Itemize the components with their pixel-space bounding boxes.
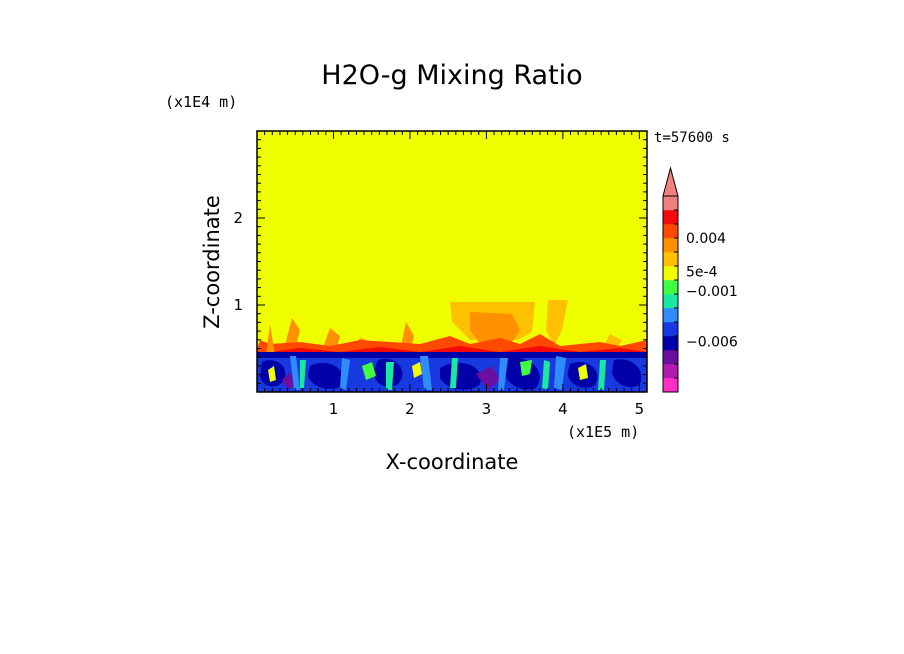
yellow-blob-1 [412,362,422,378]
plume-central-core [470,312,520,344]
purple-pocket-1 [476,366,500,390]
colorbar-label: 0.004 [686,231,726,247]
colorbar-extend-triangle [662,166,679,197]
colorbar-swatch [663,266,678,281]
colorbar-swatch [663,224,678,239]
cyan-streak-4 [498,358,508,390]
y-tick-label: 2 [233,209,243,227]
x-tick-label: 4 [558,400,568,418]
colorbar-swatch [663,294,678,309]
purple-pocket-2 [282,372,296,390]
time-label: t=57600 s [654,130,730,146]
colorbar-label: −0.001 [686,284,738,300]
chart-title: H2O-g Mixing Ratio [321,60,582,91]
colorbar: 0.004 5e-4 −0.001 −0.006 [662,166,738,393]
colorbar-label: −0.006 [686,335,738,351]
cyan-streak-3 [420,356,432,390]
colorbar-swatch [663,196,678,211]
plot-area [257,131,647,392]
colorbar-swatch [663,280,678,295]
green-streak-2 [386,362,394,390]
colorbar-swatch [663,252,678,267]
eddy-7 [612,359,642,388]
plume-left-a [285,318,300,350]
cyan-streak-2 [340,358,350,390]
spike-left [266,324,275,355]
layer-top-edge [257,352,647,358]
eddy-4 [440,362,481,390]
x-tick-label: 5 [635,400,645,418]
y-axis-label: Z-coordinate [200,195,224,329]
green-streak-5 [598,360,606,390]
colorbar-swatch [663,336,678,351]
colorbar-swatch [663,210,678,225]
cyan-streak-1 [290,356,300,390]
y-ticks: 12 [233,209,243,314]
colorbar-swatch [663,308,678,323]
x-axis-label: X-coordinate [386,450,519,474]
eddy-2 [308,362,344,389]
colorbar-swatch [663,322,678,337]
x-tick-label: 1 [329,400,339,418]
lime-blob-1 [362,362,376,380]
yellow-blob-3 [268,366,276,382]
x-tick-label: 3 [482,400,492,418]
colorbar-swatch [663,238,678,253]
green-streak-4 [542,360,550,390]
boundary-layer [257,352,647,392]
x-ticks: 1 2 3 4 5 [329,400,644,418]
colorbar-swatch [663,350,678,365]
plume-right [546,300,568,346]
colorbar-swatch [663,378,678,393]
yellow-blob-2 [578,364,588,380]
colorbar-swatch [663,364,678,379]
minor-ticks [257,131,647,392]
green-streak-3 [450,358,458,388]
y-tick-label: 1 [233,296,243,314]
cyan-streak-5 [554,356,566,390]
x-tick-label: 2 [405,400,415,418]
colorbar-label: 5e-4 [686,265,718,281]
green-streak-1 [300,360,306,388]
lime-blob-2 [520,360,532,376]
y-unit-label: (x1E4 m) [165,93,237,111]
x-unit-label: (x1E5 m) [567,423,639,441]
